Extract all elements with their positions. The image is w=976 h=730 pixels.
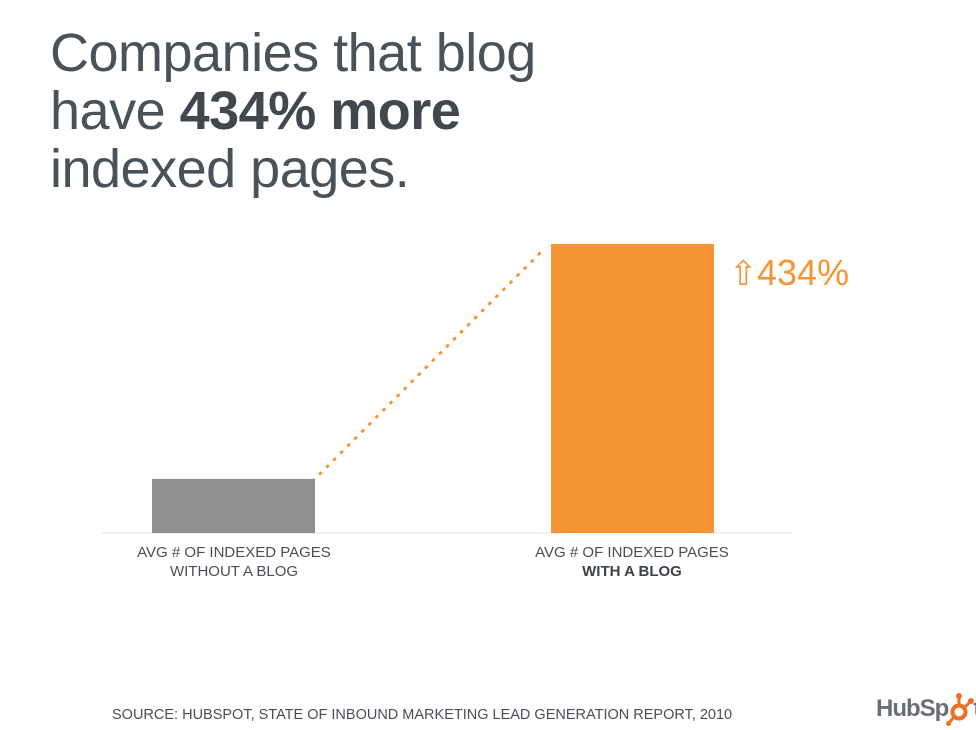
headline-line-1: Companies that blog	[50, 23, 536, 83]
headline: Companies that blog have 434% more index…	[50, 24, 536, 198]
bar-chart: ⇧ 434%	[102, 244, 849, 534]
category-label-line-1: AVG # OF INDEXED PAGES	[137, 544, 331, 561]
hubspot-logo: HubSp t	[876, 692, 976, 726]
up-arrow-icon: ⇧	[729, 254, 758, 294]
category-label-with-blog: AVG # OF INDEXED PAGES WITH A BLOG	[482, 543, 782, 581]
category-label-line-2: WITHOUT A BLOG	[169, 563, 299, 580]
sprocket-icon	[946, 693, 975, 726]
headline-line-2: have 434% more	[50, 82, 536, 140]
bar-without-blog	[152, 478, 315, 533]
headline-highlight: 434% more	[179, 81, 461, 141]
category-label-line-1: AVG # OF INDEXED PAGES	[535, 544, 729, 561]
bar-with-blog	[551, 244, 714, 533]
source-note: SOURCE: HUBSPOT, STATE OF INBOUND MARKET…	[112, 707, 733, 723]
dotted-connector	[311, 246, 547, 483]
logo-text-pre: HubSp	[876, 695, 949, 722]
increase-label: 434%	[757, 252, 849, 293]
headline-line-3: indexed pages.	[50, 139, 410, 199]
logo-text-post: t	[973, 695, 976, 722]
headline-line-2-pre: have	[50, 81, 180, 141]
category-label-without-blog: AVG # OF INDEXED PAGES WITHOUT A BLOG	[84, 543, 384, 581]
category-label-line-2: WITH A BLOG	[582, 563, 682, 580]
